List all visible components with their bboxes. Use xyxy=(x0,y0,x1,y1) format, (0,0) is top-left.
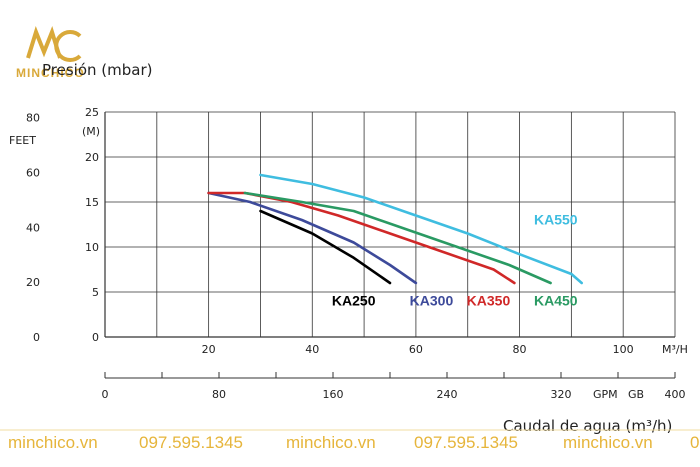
x-unit: M³/H xyxy=(662,343,688,356)
y-tick-label: 10 xyxy=(85,241,99,254)
x2-tick-label: 160 xyxy=(323,388,344,401)
y-tick-label: 5 xyxy=(92,286,99,299)
logo-c-icon xyxy=(54,30,82,62)
x2-unit-gb: GB xyxy=(628,388,644,401)
footer-item: 097.595.1345 xyxy=(414,433,518,452)
series-labels: KA250 KA300 KA350 KA450 KA550 xyxy=(332,212,578,309)
footer-item: minchico.vn xyxy=(563,433,653,452)
series-label-ka300: KA300 xyxy=(410,293,454,309)
y-feet-tick-label: 20 xyxy=(26,276,40,289)
series-line-ka550 xyxy=(259,173,584,285)
y-feet-tick-label: 60 xyxy=(26,166,40,179)
footer-watermark: minchico.vn 097.595.1345 minchico.vn 097.59… xyxy=(0,429,700,452)
y-ticks-feet: 80 60 40 20 0 xyxy=(26,112,40,344)
y-right-unit: (M) xyxy=(82,125,100,138)
x2-axis: 0 80 160 240 320 400 xyxy=(102,372,686,401)
y-feet-tick-label: 40 xyxy=(26,221,40,234)
x2-tick-label: 0 xyxy=(102,388,109,401)
series-label-ka250: KA250 xyxy=(332,293,376,309)
x-tick-label: 20 xyxy=(202,343,216,356)
y-feet-tick-label: 0 xyxy=(33,331,40,344)
x2-tick-label: 400 xyxy=(665,388,686,401)
y-feet-tick-label: 80 xyxy=(26,112,40,125)
series-line-ka350 xyxy=(207,191,516,285)
logo-text: MINCHICO xyxy=(16,66,85,80)
series-line-ka250 xyxy=(259,209,392,285)
footer-item: 097.595.1345 xyxy=(139,433,243,452)
y-tick-label: 20 xyxy=(85,151,99,164)
series-line-ka450 xyxy=(243,191,552,285)
plot-grid xyxy=(104,111,676,338)
x-tick-label: 100 xyxy=(613,343,634,356)
y-tick-label: 25 xyxy=(85,106,99,119)
logo: MINCHICO xyxy=(16,25,85,80)
y-tick-label: 15 xyxy=(85,196,99,209)
series-label-ka450: KA450 xyxy=(534,293,578,309)
footer-item: minchico.vn xyxy=(286,433,376,452)
y-ticks-m: 25 20 15 10 5 0 xyxy=(85,106,99,344)
footer-item: 0 xyxy=(690,433,699,452)
x-tick-label: 40 xyxy=(305,343,319,356)
x2-tick-label: 320 xyxy=(551,388,572,401)
x2-unit-gpm: GPM xyxy=(593,388,618,401)
logo-mark-icon xyxy=(26,25,62,59)
x-tick-label: 80 xyxy=(513,343,527,356)
series-group xyxy=(207,173,584,285)
y-tick-label: 0 xyxy=(92,331,99,344)
x-ticks-m3h: 20 40 60 80 100 xyxy=(202,343,634,356)
x2-tick-label: 80 xyxy=(212,388,226,401)
x2-tick-label: 240 xyxy=(437,388,458,401)
y-axis-title: Presión (mbar) xyxy=(42,61,152,79)
series-line-ka300 xyxy=(207,191,418,285)
x-tick-label: 60 xyxy=(409,343,423,356)
series-label-ka550: KA550 xyxy=(534,212,578,228)
series-label-ka350: KA350 xyxy=(467,293,511,309)
footer-item: minchico.vn xyxy=(8,433,98,452)
y-left-unit: FEET xyxy=(9,134,36,147)
